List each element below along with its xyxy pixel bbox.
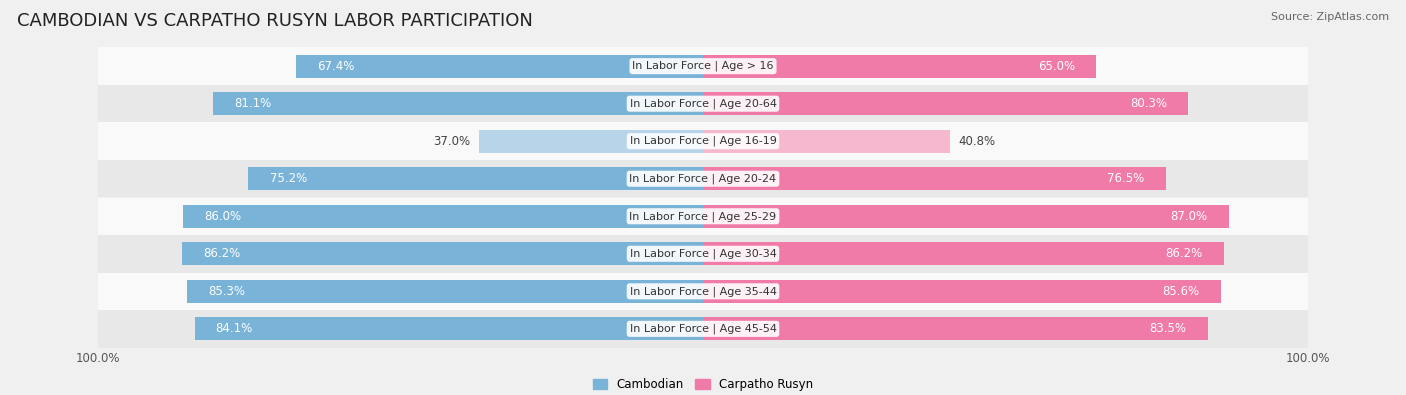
Text: 83.5%: 83.5% <box>1150 322 1187 335</box>
Text: Source: ZipAtlas.com: Source: ZipAtlas.com <box>1271 12 1389 22</box>
Bar <box>479 130 703 153</box>
Text: In Labor Force | Age 25-29: In Labor Force | Age 25-29 <box>630 211 776 222</box>
Text: 86.2%: 86.2% <box>202 247 240 260</box>
Text: In Labor Force | Age 20-24: In Labor Force | Age 20-24 <box>630 173 776 184</box>
Bar <box>703 280 1220 303</box>
Bar <box>183 205 703 228</box>
Text: 81.1%: 81.1% <box>233 97 271 110</box>
Bar <box>98 273 1308 310</box>
Bar <box>249 167 703 190</box>
Text: 80.3%: 80.3% <box>1130 97 1167 110</box>
Text: In Labor Force | Age 30-34: In Labor Force | Age 30-34 <box>630 248 776 259</box>
Bar <box>212 92 703 115</box>
Bar <box>703 205 1229 228</box>
Text: 40.8%: 40.8% <box>959 135 995 148</box>
Text: 85.3%: 85.3% <box>208 285 246 298</box>
Bar <box>703 92 1188 115</box>
Text: 76.5%: 76.5% <box>1107 172 1144 185</box>
Bar <box>98 310 1308 348</box>
Bar <box>98 198 1308 235</box>
Text: 85.6%: 85.6% <box>1163 285 1199 298</box>
Text: In Labor Force | Age 16-19: In Labor Force | Age 16-19 <box>630 136 776 147</box>
Bar <box>187 280 703 303</box>
Bar <box>703 242 1225 265</box>
Bar <box>703 317 1208 340</box>
Bar <box>98 122 1308 160</box>
Text: 65.0%: 65.0% <box>1038 60 1074 73</box>
Text: 37.0%: 37.0% <box>433 135 470 148</box>
Text: 84.1%: 84.1% <box>215 322 253 335</box>
Bar <box>98 160 1308 198</box>
Text: In Labor Force | Age > 16: In Labor Force | Age > 16 <box>633 61 773 71</box>
Text: In Labor Force | Age 20-64: In Labor Force | Age 20-64 <box>630 98 776 109</box>
Bar <box>295 55 703 78</box>
Text: In Labor Force | Age 35-44: In Labor Force | Age 35-44 <box>630 286 776 297</box>
Text: 87.0%: 87.0% <box>1171 210 1208 223</box>
Bar <box>98 47 1308 85</box>
Text: In Labor Force | Age 45-54: In Labor Force | Age 45-54 <box>630 324 776 334</box>
Text: 86.0%: 86.0% <box>204 210 242 223</box>
Bar <box>703 55 1097 78</box>
Text: 86.2%: 86.2% <box>1166 247 1204 260</box>
Text: 75.2%: 75.2% <box>270 172 307 185</box>
Bar <box>181 242 703 265</box>
Bar <box>703 167 1166 190</box>
Bar <box>703 130 949 153</box>
Bar <box>98 235 1308 273</box>
Bar <box>194 317 703 340</box>
Text: 67.4%: 67.4% <box>316 60 354 73</box>
Bar <box>98 85 1308 122</box>
Legend: Cambodian, Carpatho Rusyn: Cambodian, Carpatho Rusyn <box>588 373 818 395</box>
Text: CAMBODIAN VS CARPATHO RUSYN LABOR PARTICIPATION: CAMBODIAN VS CARPATHO RUSYN LABOR PARTIC… <box>17 12 533 30</box>
